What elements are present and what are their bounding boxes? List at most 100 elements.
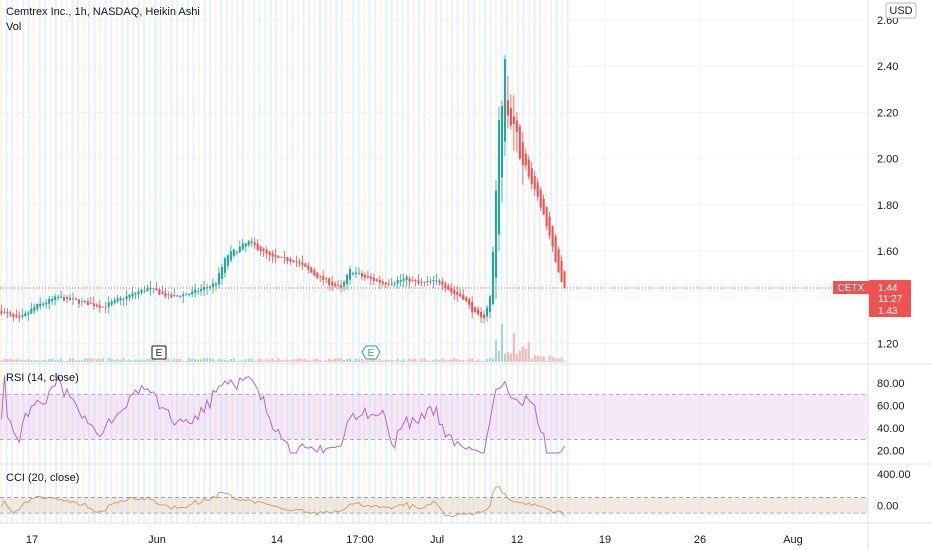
volume-bar xyxy=(12,359,15,362)
volume-bar xyxy=(205,358,209,362)
candle-body xyxy=(182,294,185,297)
candle-body xyxy=(54,296,57,301)
volume-bar xyxy=(310,360,313,362)
time-tick-label: 17:00 xyxy=(346,534,374,546)
volume-bar xyxy=(200,359,203,362)
rsi-tick-label: 40.00 xyxy=(877,423,905,435)
session-band xyxy=(16,0,19,523)
session-band xyxy=(335,0,338,523)
volume-bar xyxy=(68,358,72,362)
currency-selector[interactable]: USD xyxy=(885,2,917,19)
volume-bar xyxy=(176,359,179,362)
volume-bar xyxy=(15,359,18,362)
session-band xyxy=(511,0,514,523)
candle-body xyxy=(60,296,63,298)
candle-body xyxy=(185,294,188,296)
volume-bar xyxy=(500,324,503,362)
price-tag-low: 1.43 xyxy=(878,306,898,317)
session-band xyxy=(269,0,272,523)
volume-bar xyxy=(441,358,444,362)
volume-bar xyxy=(438,359,441,362)
volume-bar xyxy=(471,358,474,362)
time-axis-ticks: 17 Jun 14 17:00 Jul 12 19 26 Aug xyxy=(26,534,803,546)
candle-body xyxy=(253,242,256,245)
volume-bar xyxy=(533,355,536,362)
candle-body xyxy=(363,274,366,278)
candle-body xyxy=(63,297,66,301)
volume-bar xyxy=(319,360,322,362)
candle-body xyxy=(375,279,378,281)
candle-body xyxy=(483,314,486,319)
volume-bar xyxy=(71,358,75,362)
session-band xyxy=(478,0,481,523)
volume-bar xyxy=(134,359,137,362)
volume-bar xyxy=(396,358,399,362)
session-band xyxy=(522,0,525,523)
candle-body xyxy=(408,278,411,282)
volume-bar xyxy=(480,360,483,362)
candle-body xyxy=(337,284,340,286)
candle-body xyxy=(551,226,554,247)
earnings-marker-2[interactable]: E xyxy=(361,345,381,360)
cci-axis-ticks: 400.00 0.00 xyxy=(877,469,911,512)
volume-bar xyxy=(444,359,447,362)
earnings-marker-1[interactable]: E xyxy=(151,345,167,360)
volume-bar xyxy=(459,360,462,362)
candle-body xyxy=(274,254,277,258)
volume-bar xyxy=(220,359,223,362)
volume-bar xyxy=(515,353,518,362)
candle-body xyxy=(468,299,471,305)
candle-body xyxy=(506,100,509,116)
volume-bar xyxy=(402,359,405,362)
session-band xyxy=(231,0,234,523)
volume-bar xyxy=(128,359,131,362)
volume-bar xyxy=(560,357,563,362)
volume-bar xyxy=(39,360,42,362)
candle-body xyxy=(426,280,429,282)
volume-bar xyxy=(116,359,119,362)
candle-body xyxy=(381,281,384,284)
session-band xyxy=(22,0,25,523)
session-band xyxy=(214,0,217,523)
volume-bar xyxy=(521,346,524,362)
volume-bar xyxy=(354,358,358,362)
volume-bar xyxy=(30,360,33,362)
candle-body xyxy=(283,256,286,258)
volume-bar xyxy=(232,358,235,362)
candle-body xyxy=(217,272,220,285)
candle-body xyxy=(533,176,536,190)
session-band xyxy=(374,0,377,523)
chart-title: Cemtrex Inc., 1h, NASDAQ, Heikin Ashi xyxy=(6,6,200,18)
candle-body xyxy=(188,293,191,295)
volume-bar xyxy=(211,358,215,362)
volume-bar xyxy=(86,358,89,362)
volume-bar xyxy=(185,360,188,362)
volume-bar xyxy=(244,359,247,362)
volume-bar xyxy=(503,353,506,362)
candle-body xyxy=(453,290,456,294)
session-band xyxy=(27,0,30,523)
session-band xyxy=(181,0,184,523)
session-band xyxy=(225,0,228,523)
candle-body xyxy=(417,280,420,283)
volume-bar xyxy=(518,350,521,362)
candle-body xyxy=(30,308,33,314)
volume-bar xyxy=(509,353,512,362)
volume-bar xyxy=(223,359,226,362)
session-band xyxy=(302,0,305,523)
candle-body xyxy=(161,292,164,294)
candle-body xyxy=(238,246,241,253)
volume-bar xyxy=(188,358,191,362)
session-band xyxy=(165,0,168,523)
session-band xyxy=(352,0,355,523)
session-band xyxy=(126,0,129,523)
session-band xyxy=(66,0,69,523)
session-band xyxy=(445,0,448,523)
volume-bar xyxy=(414,358,417,362)
volume-bar xyxy=(512,333,515,362)
volume-bar xyxy=(381,360,384,362)
session-band xyxy=(429,0,432,523)
candle-body xyxy=(101,306,104,308)
candle-body xyxy=(444,283,447,288)
